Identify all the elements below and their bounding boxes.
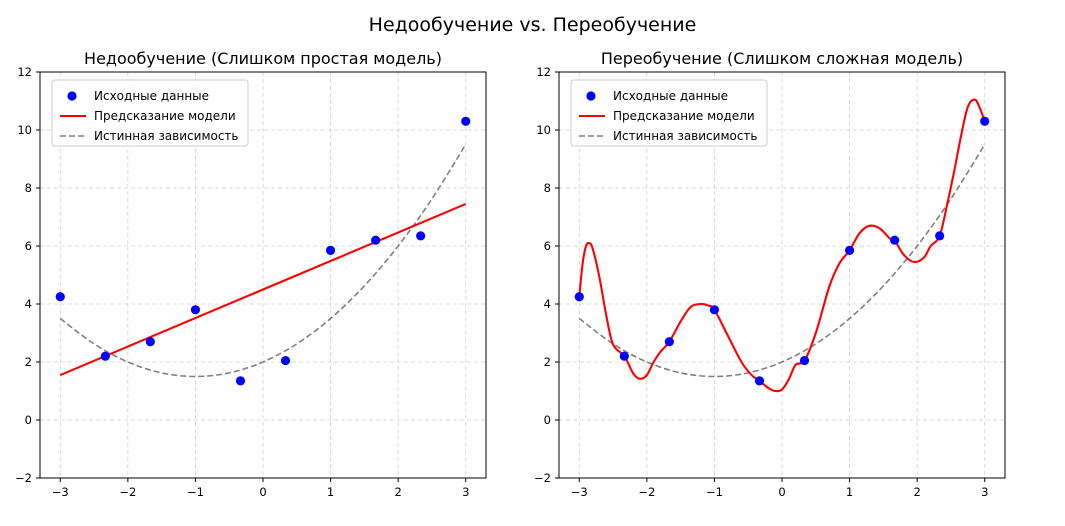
panel-title: Переобучение (Слишком сложная модель) [601,49,963,68]
y-tick-label: 0 [25,413,32,427]
data-point [799,355,810,366]
legend-label: Исходные данные [94,89,209,103]
y-tick-label: 8 [544,181,551,195]
data-point [844,245,855,255]
y-tick-label: 4 [25,297,32,311]
data-point [709,305,720,315]
x-tick-label: 2 [394,485,401,499]
plot-area [574,98,990,393]
data-point [416,231,426,241]
model-prediction-line [59,202,467,377]
x-tick-label: −3 [571,485,588,499]
model-prediction-line [578,98,986,393]
data-point [190,305,201,315]
x-tick-label: 1 [846,485,853,499]
legend-box [570,79,768,147]
legend-label: Предсказание модели [613,109,755,123]
y-tick-label: 12 [17,65,32,79]
legend-label: Истинная зависимость [94,129,239,143]
x-tick-label: −1 [706,485,723,499]
data-point [280,355,291,366]
true-relationship-line [578,144,986,378]
x-tick-label: −3 [52,485,69,499]
legend-marker [67,91,77,101]
x-tick-label: 3 [462,485,469,499]
data-point [371,235,381,245]
y-tick-label: 4 [544,297,551,311]
legend-label: Исходные данные [613,89,728,103]
y-tick-label: 2 [544,355,551,369]
x-tick-label: 2 [913,485,920,499]
legend-box [51,79,249,147]
y-tick-label: −2 [534,471,551,485]
true-relationship-line [59,144,467,378]
data-point [461,116,471,126]
x-tick-label: 0 [778,485,785,499]
x-tick-label: 3 [981,485,988,499]
panel-title: Недообучение (Слишком простая модель) [84,49,442,68]
y-tick-label: 6 [544,239,551,253]
x-tick-label: −2 [119,485,136,499]
y-tick-label: −2 [15,471,32,485]
legend-label: Истинная зависимость [613,129,758,143]
figure-title: Недообучение vs. Переобучение [368,14,697,36]
data-point [325,245,336,255]
data-point [100,351,110,361]
data-point [55,292,65,302]
data-point [935,231,945,241]
y-tick-label: 10 [536,123,551,137]
data-point [145,337,155,347]
x-tick-label: −1 [187,485,204,499]
data-point [754,376,765,386]
y-tick-label: 8 [25,181,32,195]
data-point [664,337,674,347]
y-tick-label: 10 [17,123,32,137]
x-tick-label: 0 [259,485,266,499]
legend: Исходные данные Предсказание модели Истинн… [51,79,249,147]
data-point [619,351,629,361]
y-tick-label: 12 [536,65,551,79]
data-point [574,292,584,302]
x-tick-label: 1 [327,485,334,499]
y-tick-label: 0 [544,413,551,427]
legend-label: Предсказание модели [94,109,236,123]
data-point [980,116,990,126]
x-tick-label: −2 [638,485,655,499]
data-point [890,235,900,245]
legend-marker [586,91,596,101]
data-point [235,376,246,386]
legend: Исходные данные Предсказание модели Истинн… [570,79,768,147]
y-tick-label: 2 [25,355,32,369]
y-tick-label: 6 [25,239,32,253]
plot-area [55,116,471,386]
